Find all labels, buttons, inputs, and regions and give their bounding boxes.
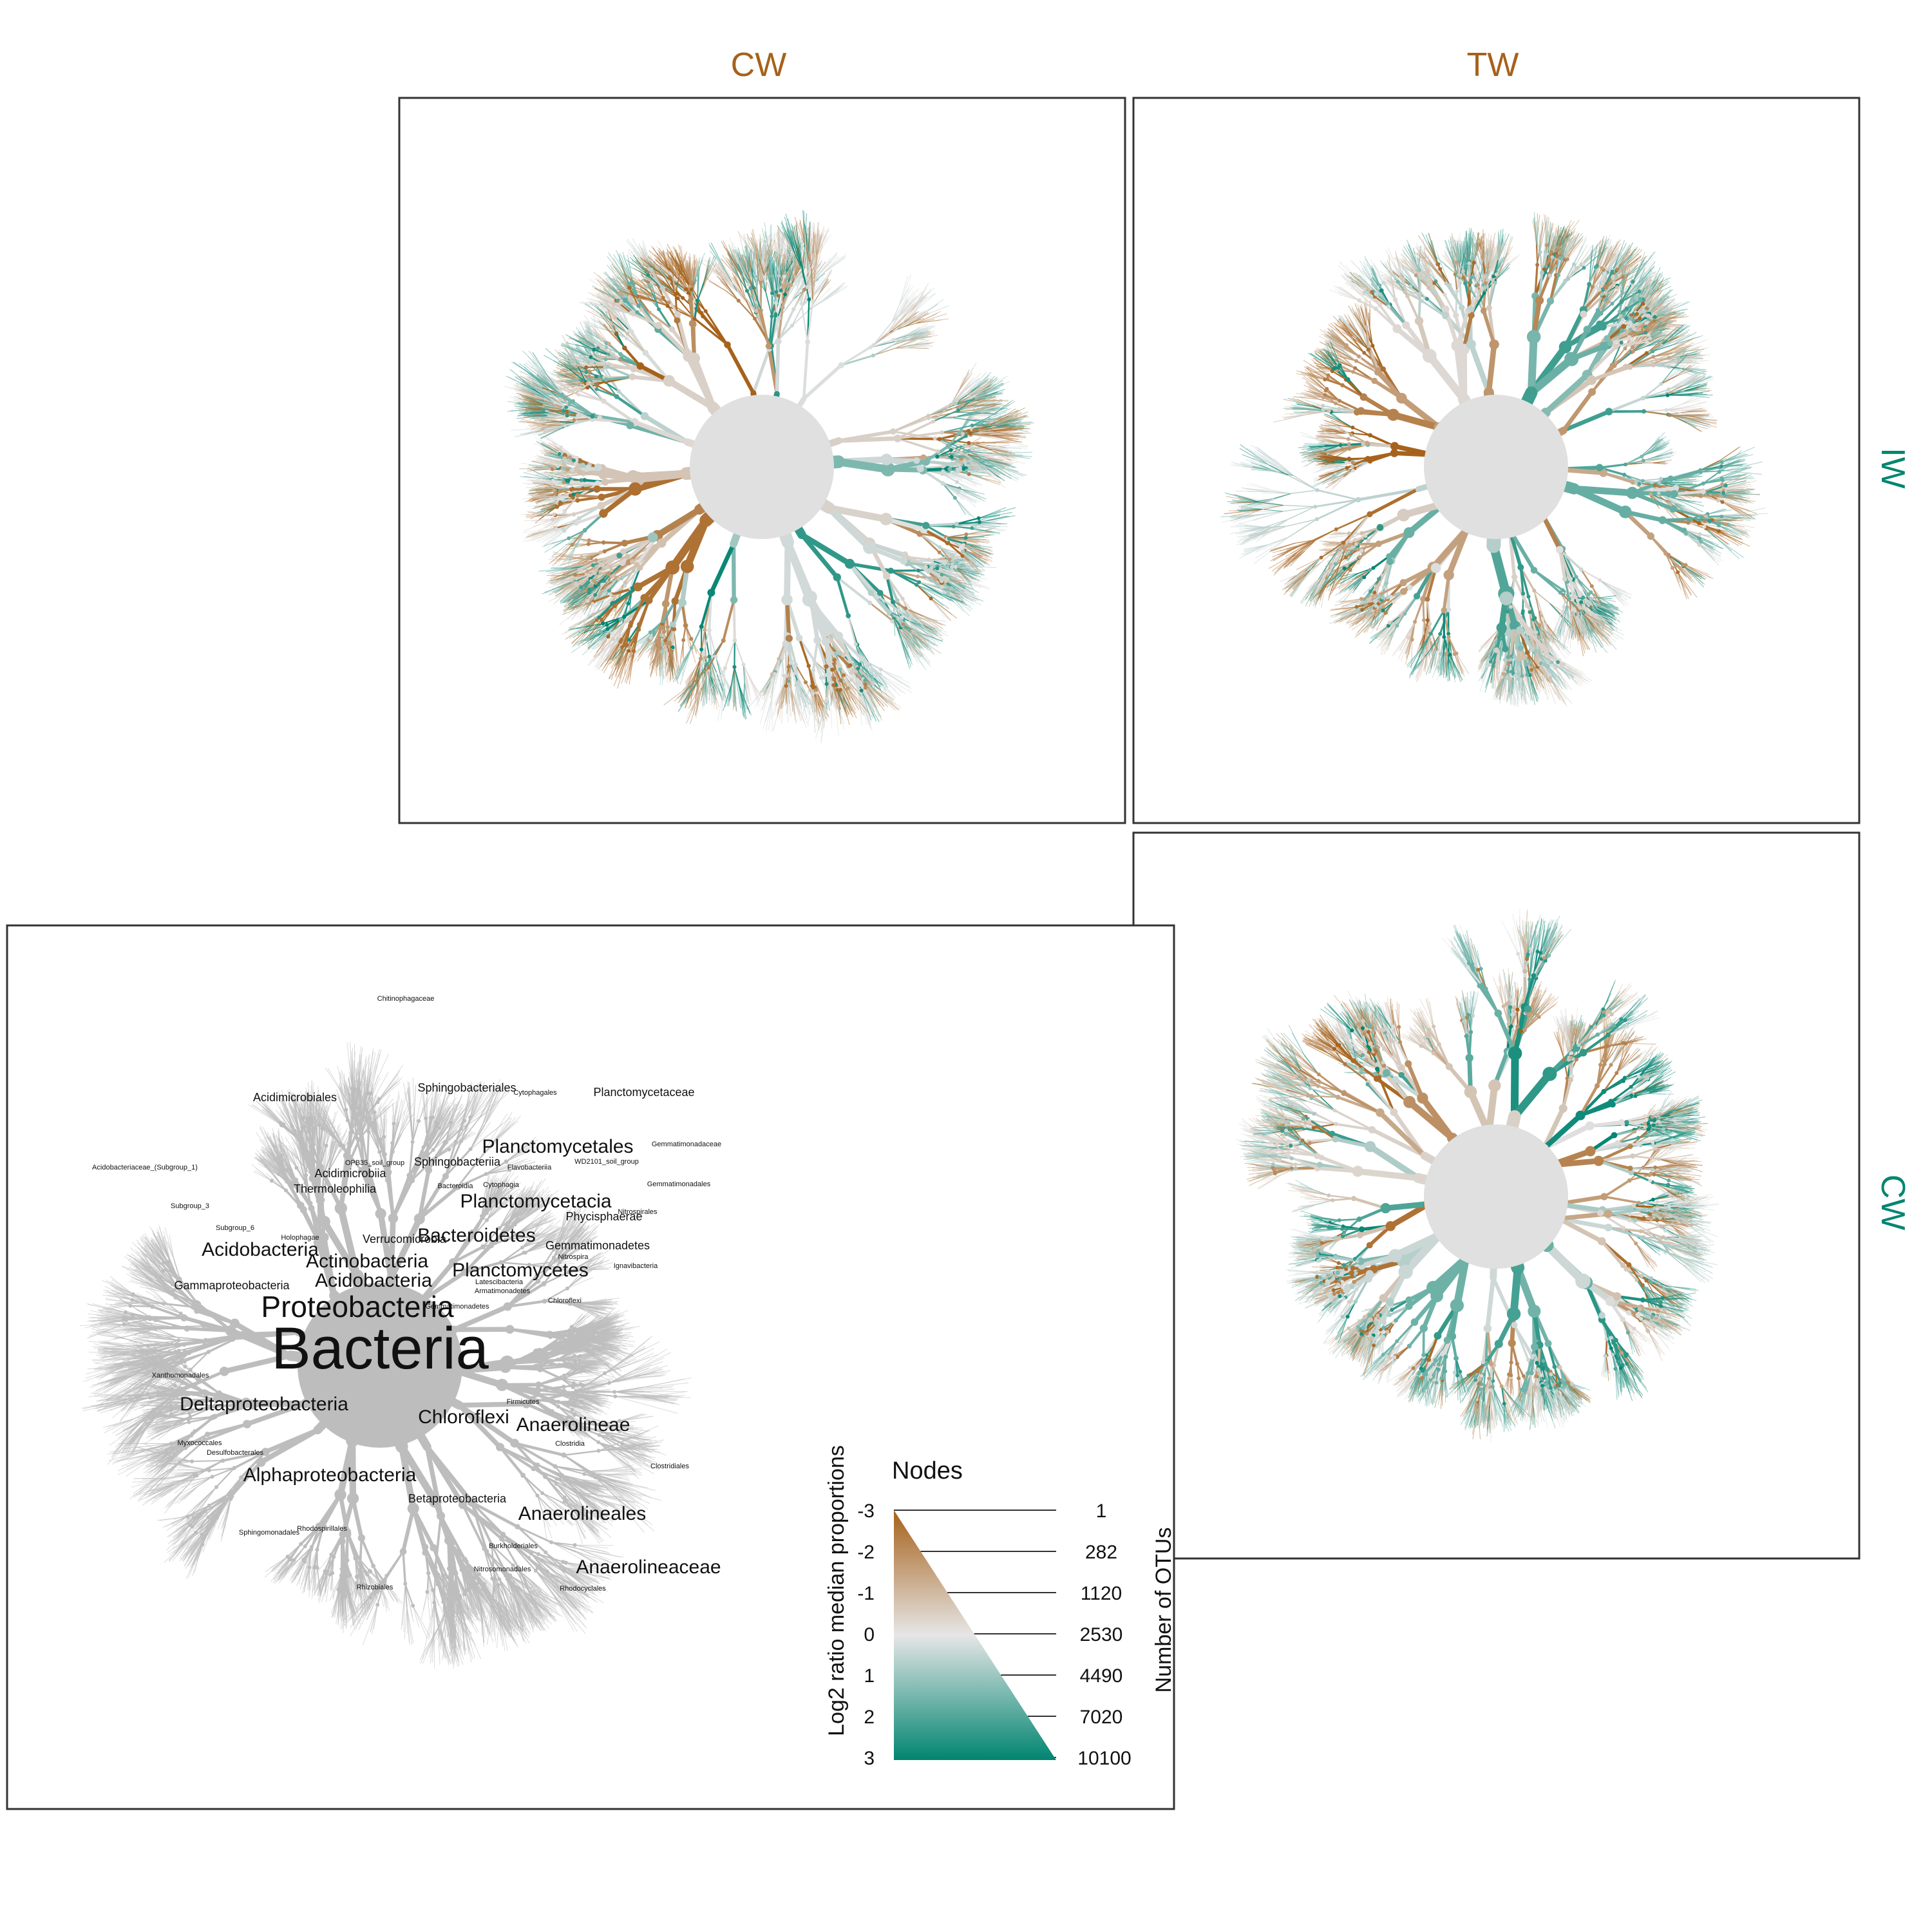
legend-gradient-wedge xyxy=(894,1510,1056,1760)
taxon-label: OPB35_soil_group xyxy=(345,1159,404,1167)
taxon-label: Phycisphaerae xyxy=(565,1210,642,1223)
taxon-label: Rhodocyclales xyxy=(560,1585,606,1593)
taxon-label: Planctomycetales xyxy=(482,1136,633,1157)
taxon-label: Subgroup_3 xyxy=(171,1202,209,1210)
taxon-label: Acidobacteria xyxy=(202,1239,319,1260)
taxon-label: Planctomycetacia xyxy=(460,1191,611,1212)
taxon-label: Clostridia xyxy=(555,1440,585,1448)
taxon-label: Acidimicrobiales xyxy=(253,1091,337,1104)
legend-size-tick: 1 xyxy=(1096,1501,1107,1522)
legend-color-tick: 1 xyxy=(864,1665,875,1687)
taxon-label: Rhizobiales xyxy=(357,1584,393,1591)
legend: Nodes Log2 ratio median proportions Numb… xyxy=(824,1445,1176,1769)
legend-color-tick: 2 xyxy=(864,1707,875,1728)
taxon-label: Sphingobacteriia xyxy=(414,1155,501,1168)
legend-size-axis-title: Number of OTUs xyxy=(1151,1528,1176,1693)
legend-nodes-title: Nodes xyxy=(892,1457,963,1484)
legend-size-lines xyxy=(894,1510,1056,1758)
taxon-label: Desulfobacterales xyxy=(207,1449,264,1457)
taxon-label: Chloroflexi xyxy=(548,1297,582,1305)
legend-size-tick: 1120 xyxy=(1081,1583,1122,1604)
taxon-label: Nitrospirales xyxy=(618,1208,658,1216)
legend-size-tick: 282 xyxy=(1085,1542,1117,1563)
taxon-label: Acidimicrobiia xyxy=(314,1167,386,1180)
taxon-label: Cytophagia xyxy=(483,1181,520,1189)
row-label-iw: IW xyxy=(1874,448,1911,489)
taxon-label: Anaerolineales xyxy=(518,1503,646,1524)
legend-color-tick: -3 xyxy=(857,1501,875,1522)
taxon-label: Gammaproteobacteria xyxy=(174,1279,290,1292)
heat-tree-tw-vs-iw xyxy=(1220,212,1768,707)
taxon-label: Chloroflexi xyxy=(418,1406,509,1428)
legend-color-tick: -1 xyxy=(857,1583,875,1604)
taxon-label: Cytophagales xyxy=(513,1089,557,1097)
taxon-label: Bacteroidetes xyxy=(417,1225,535,1246)
taxon-label: Burkholderiales xyxy=(489,1542,538,1550)
legend-color-tick: -2 xyxy=(857,1542,875,1563)
taxon-label: Nitrospira xyxy=(558,1253,589,1261)
taxon-label: Bacteroidia xyxy=(437,1182,473,1190)
legend-color-axis-title: Log2 ratio median proportions xyxy=(824,1445,849,1736)
taxon-label: Betaproteobacteria xyxy=(408,1492,507,1505)
heat-tree-tw-vs-cw xyxy=(1235,909,1719,1442)
legend-size-tick: 2530 xyxy=(1080,1624,1123,1645)
taxon-label: Proteobacteria xyxy=(261,1290,454,1323)
taxon-label: Verrucomicrobia xyxy=(363,1233,447,1245)
taxon-label: Nitrosomonadales xyxy=(474,1566,531,1573)
column-label-tw: TW xyxy=(1467,46,1519,84)
taxon-label: Gemmatimonadales xyxy=(647,1180,711,1188)
taxon-label: Planctomycetes xyxy=(452,1260,589,1281)
taxon-label: Holophagae xyxy=(281,1234,319,1242)
taxon-label: Myxococcales xyxy=(177,1439,222,1447)
panel-tw-vs-iw-frame xyxy=(1132,97,1861,824)
heat-tree-cw-vs-iw xyxy=(503,210,1034,743)
taxon-label: Gemmatimonadaceae xyxy=(652,1141,721,1148)
taxon-label: Xanthomonadales xyxy=(152,1372,209,1379)
taxon-label: Chitinophagaceae xyxy=(377,995,435,1003)
taxon-label: Actinobacteria xyxy=(306,1251,428,1272)
taxon-label: Acidobacteriaceae_(Subgroup_1) xyxy=(92,1164,198,1171)
taxon-label: Alphaproteobacteria xyxy=(243,1464,417,1486)
taxon-label: Flavobacteriia xyxy=(507,1164,552,1171)
row-label-cw: CW xyxy=(1874,1175,1911,1231)
legend-size-tick: 10100 xyxy=(1077,1748,1131,1769)
taxon-label: Subgroup_6 xyxy=(216,1224,254,1232)
taxon-label: Rhodospirillales xyxy=(297,1525,347,1533)
legend-color-tick: 0 xyxy=(864,1624,875,1645)
taxon-label: Anaerolineae xyxy=(516,1414,630,1435)
taxon-label: Sphingobacteriales xyxy=(417,1081,516,1094)
taxon-label: Gemmatimonadetes xyxy=(545,1239,650,1252)
legend-size-tick: 4490 xyxy=(1080,1665,1123,1687)
legend-size-tick: 7020 xyxy=(1080,1707,1123,1728)
taxon-label: Sphingomonadales xyxy=(239,1529,300,1537)
taxon-label: Deltaproteobacteria xyxy=(180,1394,348,1415)
taxon-label: Firmicutes xyxy=(507,1398,540,1406)
taxon-label: Latescibacteria xyxy=(475,1278,524,1286)
legend-color-tick: 3 xyxy=(864,1748,875,1769)
taxon-label: Ignavibacteria xyxy=(614,1262,658,1270)
taxon-label: WD2101_soil_group xyxy=(574,1158,639,1166)
taxon-label: Armatimonadetes xyxy=(475,1287,531,1295)
taxon-label: Clostridiales xyxy=(650,1463,689,1470)
taxon-label: Planctomycetaceae xyxy=(593,1086,694,1099)
column-label-cw: CW xyxy=(731,46,787,84)
taxon-label: Anaerolineaceae xyxy=(576,1557,721,1578)
panel-cw-vs-iw-frame xyxy=(398,97,1126,824)
taxon-label: Thermoleophilia xyxy=(294,1182,377,1195)
key-tree-gray xyxy=(79,1041,692,1669)
taxon-label: Bacteria xyxy=(271,1316,489,1381)
taxon-label: Gemmatimonadetes xyxy=(425,1303,489,1311)
taxon-label: Acidobacteria xyxy=(315,1270,432,1291)
